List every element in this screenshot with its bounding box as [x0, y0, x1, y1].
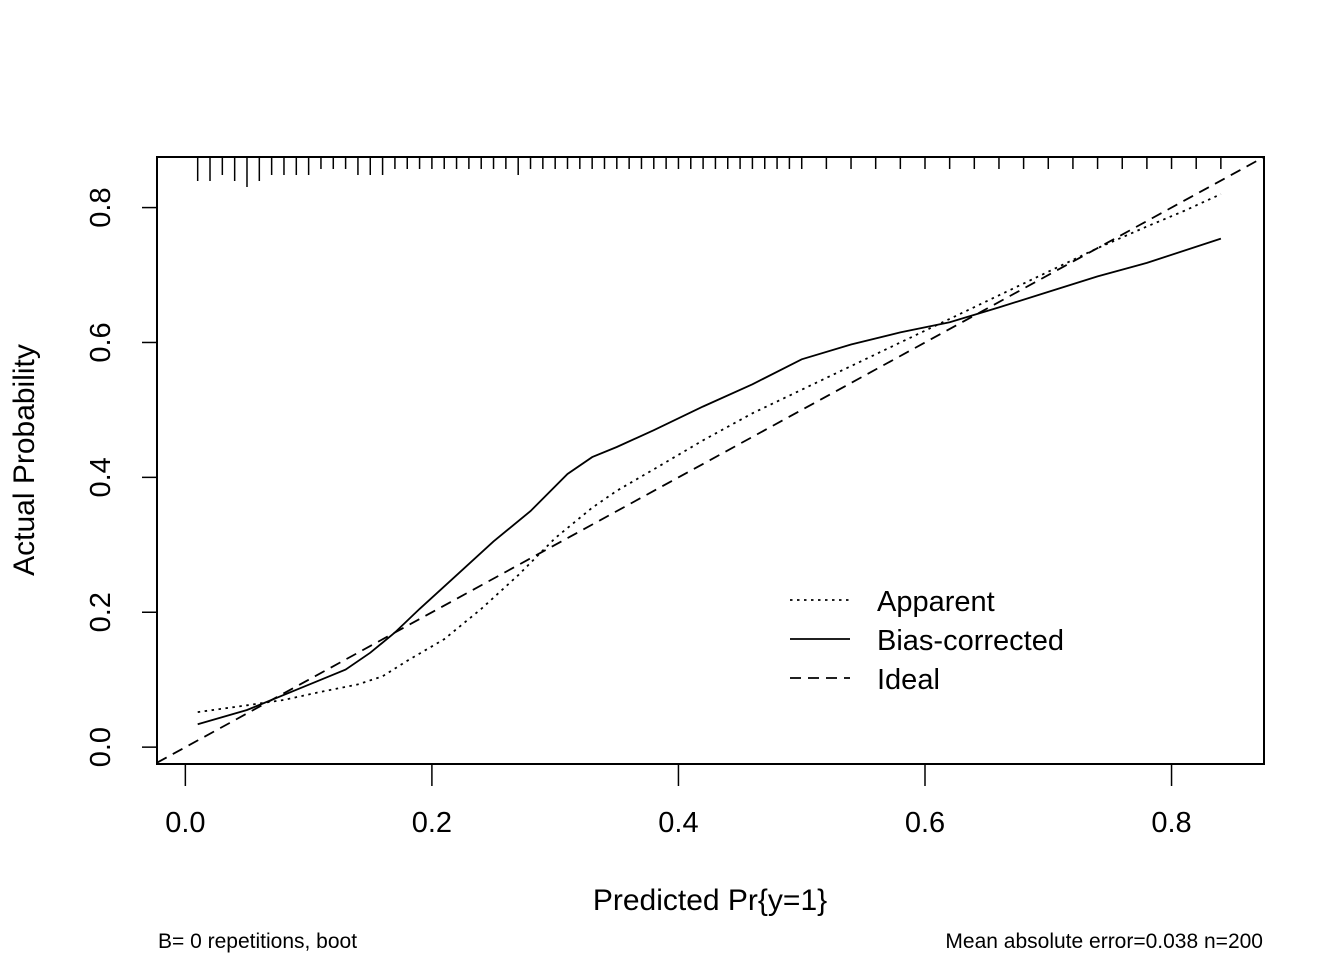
y-tick-label: 0.4 — [85, 457, 117, 497]
y-axis: 0.0 0.2 0.4 0.6 0.8 — [85, 187, 158, 767]
x-axis-label: Predicted Pr{y=1} — [593, 884, 827, 917]
rug-ticks — [196, 157, 1222, 187]
mean-absolute-error-note: Mean absolute error=0.038 n=200 — [945, 930, 1263, 953]
series-apparent — [197, 193, 1222, 713]
series-bias-corrected — [197, 237, 1222, 726]
y-tick-label: 0.6 — [85, 322, 117, 362]
series-ideal — [157, 157, 1264, 764]
x-tick-label: 0.6 — [905, 807, 945, 839]
series-layer — [157, 157, 1264, 764]
x-axis: 0.0 0.2 0.4 0.6 0.8 — [165, 763, 1192, 839]
legend-label: Apparent — [877, 586, 995, 618]
x-tick-label: 0.8 — [1151, 807, 1191, 839]
x-tick-label: 0.2 — [412, 807, 452, 839]
x-tick-label: 0.4 — [658, 807, 698, 839]
y-axis-label: Actual Probability — [8, 344, 41, 576]
y-tick-label: 0.2 — [85, 592, 117, 632]
y-tick-label: 0.0 — [85, 727, 117, 767]
repetitions-note: B= 0 repetitions, boot — [158, 930, 357, 953]
x-tick-label: 0.0 — [165, 807, 205, 839]
legend-label: Ideal — [877, 664, 940, 696]
y-tick-label: 0.8 — [85, 187, 117, 227]
legend: Apparent Bias-corrected Ideal — [790, 586, 1064, 696]
legend-label: Bias-corrected — [877, 625, 1064, 657]
